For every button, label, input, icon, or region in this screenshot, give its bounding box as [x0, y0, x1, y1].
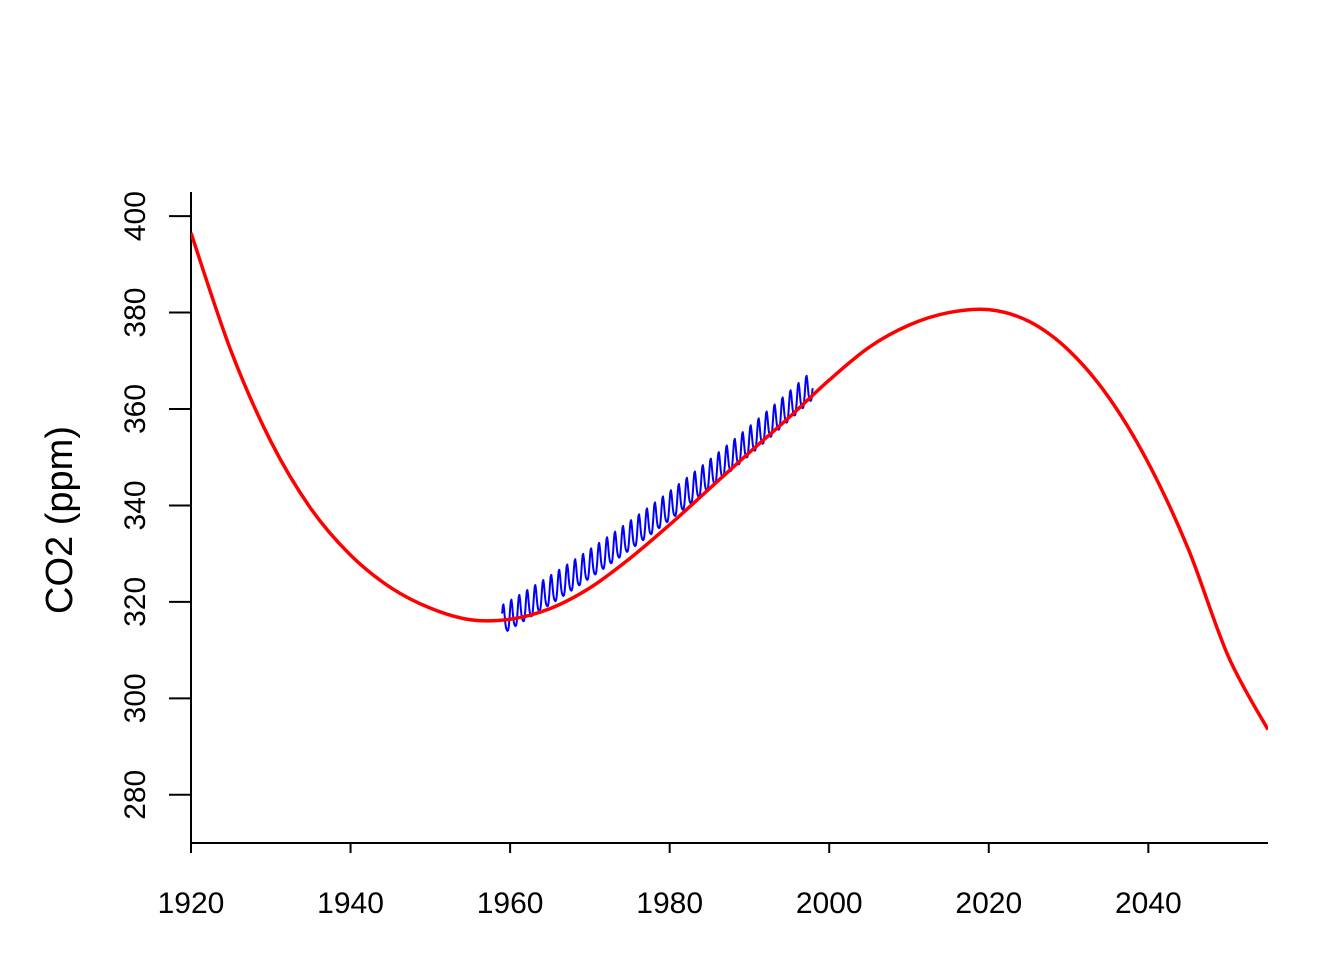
y-axis-title: CO2 (ppm)	[39, 426, 81, 614]
x-tick-label: 1920	[158, 887, 225, 920]
y-tick-label: 320	[119, 577, 152, 627]
fitted-co2-curve	[191, 232, 1268, 731]
y-tick-label: 300	[119, 673, 152, 723]
x-tick-label: 2000	[796, 887, 863, 920]
x-tick-label: 2020	[955, 887, 1022, 920]
axes: 1920 1940 1960 1980 2000 2020 2040 280 300 320 340…	[119, 191, 1268, 920]
x-tick-label: 2040	[1115, 887, 1182, 920]
y-tick-label: 400	[119, 191, 152, 241]
plot-area	[191, 232, 1268, 731]
y-tick-label: 360	[119, 384, 152, 434]
x-tick-label: 1960	[477, 887, 544, 920]
observed-co2-line	[501, 374, 814, 632]
y-tick-label: 340	[119, 480, 152, 530]
y-tick-label: 380	[119, 288, 152, 338]
x-tick-label: 1980	[636, 887, 703, 920]
x-tick-label: 1940	[317, 887, 384, 920]
y-tick-label: 280	[119, 770, 152, 820]
